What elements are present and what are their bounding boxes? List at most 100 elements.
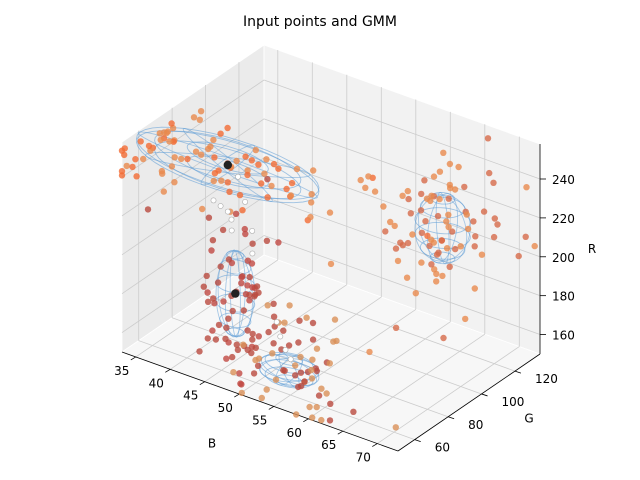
data-point: [224, 124, 231, 132]
data-point: [326, 360, 333, 367]
data-point: [309, 356, 316, 363]
data-point: [251, 293, 258, 300]
data-point: [166, 138, 173, 145]
data-point: [362, 184, 369, 191]
data-point: [263, 156, 270, 163]
data-point: [268, 182, 275, 190]
data-point: [295, 339, 302, 346]
data-point: [455, 163, 462, 171]
data-point: [313, 367, 320, 375]
data-point: [244, 346, 251, 353]
data-point: [445, 195, 452, 202]
data-point: [197, 108, 205, 115]
data-point: [272, 376, 280, 383]
y-tick-mark: [514, 370, 522, 374]
data-point: [219, 226, 227, 234]
x-tick-mark: [165, 368, 171, 373]
data-point: [288, 179, 296, 187]
ellipsoid-meridian: [442, 194, 450, 265]
data-point: [132, 156, 139, 163]
data-point: [225, 315, 232, 322]
z-tick-label: 240: [552, 173, 575, 187]
data-point: [211, 154, 218, 161]
data-point: [270, 340, 277, 347]
data-point: [215, 167, 222, 174]
ellipsoid-meridian: [442, 193, 459, 262]
data-point: [446, 263, 453, 270]
data-point: [270, 300, 277, 307]
data-point: [285, 342, 293, 349]
trajectory-point: [273, 319, 280, 325]
data-point: [366, 348, 373, 356]
x-tick-mark: [337, 430, 344, 435]
data-point: [434, 212, 442, 220]
chart-title: Input points and GMM: [243, 14, 397, 30]
data-point: [240, 341, 247, 348]
data-point: [210, 177, 217, 185]
x-axis-line: [121, 351, 399, 452]
ellipsoid-meridian: [144, 151, 228, 174]
x-tick-label: 35: [114, 364, 129, 378]
data-point: [222, 335, 229, 342]
data-point: [223, 355, 230, 362]
data-point: [436, 168, 444, 175]
z-tick-label: 160: [552, 329, 575, 343]
ellipsoid-meridian: [234, 250, 241, 338]
data-point: [405, 195, 412, 203]
data-point: [451, 186, 459, 193]
data-point: [209, 327, 216, 334]
data-point: [264, 194, 271, 201]
data-point: [404, 187, 411, 195]
x-tick-label: 65: [321, 438, 336, 452]
data-point: [129, 163, 136, 171]
trajectory-point: [228, 216, 235, 223]
data-point: [292, 372, 299, 379]
data-point: [246, 291, 253, 299]
data-point: [392, 245, 400, 252]
data-point: [270, 313, 278, 320]
data-point: [239, 207, 246, 214]
data-point: [357, 176, 364, 184]
data-point: [214, 279, 222, 286]
trajectory-point: [224, 208, 231, 215]
data-point: [309, 336, 317, 343]
data-point: [248, 157, 255, 164]
data-point: [203, 272, 210, 280]
trajectory-point: [282, 346, 289, 353]
grid-line: [138, 340, 415, 440]
data-point: [254, 362, 262, 369]
data-point: [297, 369, 305, 376]
data-point: [296, 317, 303, 324]
data-point: [258, 180, 265, 187]
data-point: [196, 348, 203, 355]
data-point: [204, 289, 211, 296]
data-point: [238, 280, 245, 287]
x-tick-mark: [199, 381, 206, 386]
data-point: [223, 324, 230, 331]
x-tick-mark: [372, 443, 378, 447]
data-point: [310, 167, 317, 174]
data-point: [428, 192, 435, 199]
data-point: [160, 188, 167, 195]
data-point: [480, 208, 488, 215]
data-point: [350, 408, 357, 415]
x-tick-mark: [303, 418, 309, 423]
data-point: [463, 211, 470, 218]
data-point: [412, 290, 419, 297]
data-point: [387, 218, 394, 226]
data-point: [326, 209, 334, 216]
data-point: [443, 218, 450, 225]
data-point: [244, 257, 252, 264]
data-point: [253, 283, 261, 290]
ellipsoid-meridian: [182, 128, 229, 174]
data-point: [269, 350, 276, 357]
data-point: [147, 147, 154, 154]
data-point: [242, 230, 249, 238]
data-point: [238, 389, 245, 397]
x-axis-label: B: [208, 437, 216, 451]
data-point: [438, 237, 446, 244]
data-point: [252, 146, 259, 154]
data-point: [490, 233, 498, 241]
data-point: [443, 245, 451, 252]
x-tick-mark: [234, 393, 240, 398]
